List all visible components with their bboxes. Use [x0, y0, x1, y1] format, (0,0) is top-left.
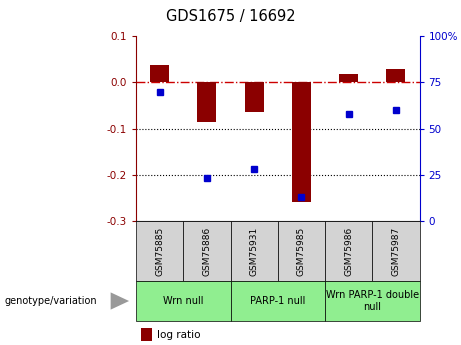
Polygon shape [111, 293, 129, 310]
Bar [197, 82, 216, 121]
Text: GDS1675 / 16692: GDS1675 / 16692 [165, 9, 296, 23]
Bar [245, 82, 264, 112]
Text: genotype/variation: genotype/variation [5, 296, 97, 306]
Text: log ratio: log ratio [157, 330, 200, 339]
Text: PARP-1 null: PARP-1 null [250, 296, 306, 306]
Bar [150, 65, 169, 82]
Text: GSM75885: GSM75885 [155, 226, 164, 276]
Text: GSM75987: GSM75987 [391, 226, 401, 276]
Bar [386, 69, 405, 82]
Text: Wrn PARP-1 double
null: Wrn PARP-1 double null [325, 290, 419, 312]
Text: GSM75886: GSM75886 [202, 226, 212, 276]
Text: GSM75931: GSM75931 [249, 226, 259, 276]
Text: Wrn null: Wrn null [163, 296, 203, 306]
Text: GSM75985: GSM75985 [297, 226, 306, 276]
Bar [292, 82, 311, 202]
Text: GSM75986: GSM75986 [344, 226, 353, 276]
Bar [339, 74, 358, 82]
